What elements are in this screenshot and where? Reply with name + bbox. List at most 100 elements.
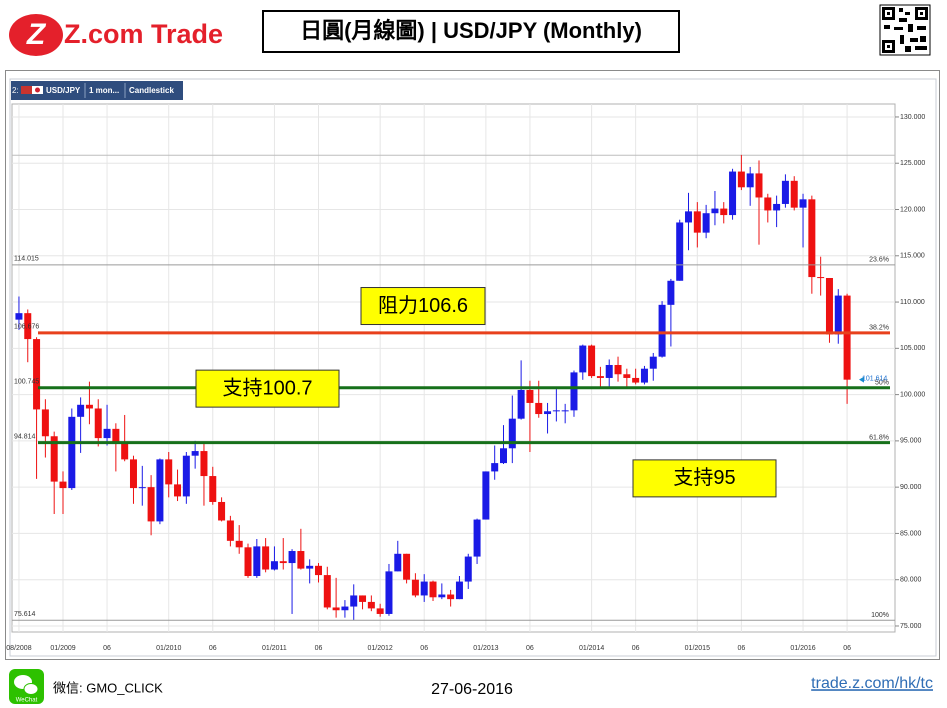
logo: Z Z.com Trade (9, 14, 223, 56)
candle-body (808, 199, 816, 278)
level-percent: 61.8% (869, 434, 889, 441)
x-tick-label: 01/2011 (262, 645, 287, 652)
candle-body (112, 428, 120, 444)
candle-body (790, 180, 798, 208)
candle-body (332, 607, 340, 611)
x-tick-label: 06 (103, 645, 111, 652)
y-tick-label: 80.000 (900, 577, 922, 584)
candle-body (394, 553, 402, 572)
candle-body (77, 404, 85, 417)
annotation-box (195, 369, 340, 408)
candle-body (129, 459, 137, 489)
title: 日圓(月線圖) | USD/JPY (Monthly) (300, 18, 642, 43)
candle-body (147, 487, 155, 522)
candle-body (561, 410, 569, 412)
candle-body (165, 459, 173, 485)
candle-body (121, 443, 129, 460)
candle-body (138, 487, 146, 489)
candle-body (834, 295, 842, 335)
x-tick-label: 08/2008 (6, 645, 31, 652)
candle-body (270, 561, 278, 570)
candle-body (429, 581, 437, 598)
y-tick-label: 95.000 (900, 438, 922, 445)
url[interactable]: trade.z.com/hk/tc (811, 675, 933, 692)
wechat-id: 微信: GMO_CLICK (53, 680, 163, 695)
candle-body (341, 606, 349, 611)
qr-code (879, 4, 931, 56)
candle-body (623, 374, 631, 378)
y-tick-label: 100.000 (900, 391, 925, 398)
candle-body (174, 484, 182, 497)
candle-body (226, 520, 234, 541)
candle-body (33, 339, 41, 410)
y-tick-label: 105.000 (900, 345, 925, 352)
y-tick-label: 120.000 (900, 206, 925, 213)
level-price: 114.015 (14, 256, 39, 263)
x-tick-label: 06 (526, 645, 534, 652)
candle-body (773, 203, 781, 211)
current-price: 101.614 (862, 376, 887, 383)
candle-body (693, 211, 701, 233)
candle-body (596, 376, 604, 378)
candle-body (552, 410, 560, 412)
candle-body (711, 208, 719, 214)
candle-body (24, 313, 32, 340)
x-tick-label: 06 (420, 645, 428, 652)
candle-body (640, 368, 648, 383)
candle-body (279, 561, 287, 564)
candle-body (359, 595, 367, 602)
candle-body (632, 377, 640, 383)
candle-body (570, 372, 578, 411)
candle-body (262, 546, 270, 570)
candle-body (746, 173, 754, 188)
candle-body (649, 356, 657, 369)
candle-body (535, 402, 543, 415)
candle-body (85, 404, 93, 409)
candle-body (350, 595, 358, 607)
candle-body (447, 594, 455, 600)
candle-body (500, 448, 507, 464)
candle-body (297, 551, 305, 569)
candle-body (94, 408, 102, 439)
x-tick-label: 01/2009 (50, 645, 75, 652)
candle-body (676, 222, 684, 281)
level-percent: 38.2% (869, 325, 889, 332)
candle-body (59, 481, 67, 489)
candle-body (526, 389, 534, 403)
level-price: 100.745 (14, 379, 39, 386)
candle-body (544, 411, 552, 415)
candle-body (411, 579, 419, 596)
plot: 75.000 80.000 85.000 90.000 95.000 100.000 105… (6, 104, 925, 652)
candle-body (103, 428, 111, 439)
candle-body (799, 199, 807, 208)
candle-body (182, 455, 190, 497)
x-tick-label: 01/2015 (685, 645, 710, 652)
candle-body (588, 345, 596, 377)
y-tick-label: 115.000 (900, 253, 925, 260)
flag-us (21, 86, 32, 94)
candle-body (41, 409, 49, 437)
wechat-bubble (23, 683, 39, 695)
candle-body (235, 540, 243, 548)
y-tick-label: 75.000 (900, 623, 922, 630)
y-tick-label: 130.000 (900, 114, 925, 121)
candle-body (720, 208, 728, 216)
candle-body (156, 459, 164, 522)
candle-body (420, 581, 428, 596)
candle-body (781, 180, 789, 204)
candle-body (218, 501, 226, 521)
candle-body (438, 594, 446, 598)
candle-body (579, 345, 587, 373)
candle-body (508, 418, 516, 449)
candle-body (764, 197, 772, 211)
candle-body (658, 304, 666, 357)
toolbar-symbol: USD/JPY (46, 86, 81, 95)
x-tick-label: 01/2012 (368, 645, 393, 652)
candle-body (68, 416, 76, 489)
candle-body (323, 575, 331, 608)
logo-text: Z.com Trade (64, 19, 223, 49)
x-tick-label: 06 (632, 645, 640, 652)
candle-body (403, 553, 411, 580)
x-tick-label: 06 (737, 645, 745, 652)
candle-body (685, 211, 693, 223)
